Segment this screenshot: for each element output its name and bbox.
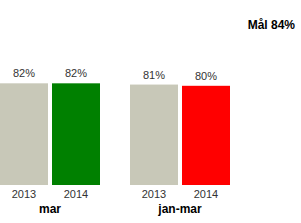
- data-label: 81%: [143, 69, 165, 81]
- chart-container: 82%201382%201481%201380%2014marjan-marMå…: [0, 0, 301, 223]
- bar: [182, 86, 230, 185]
- tick-label: 2014: [194, 188, 218, 200]
- bar: [130, 85, 178, 185]
- bar: [0, 83, 48, 185]
- group-label: mar: [39, 202, 61, 216]
- tick-label: 2013: [12, 188, 36, 200]
- bar: [52, 83, 100, 185]
- tick-label: 2013: [142, 188, 166, 200]
- data-label: 82%: [13, 67, 35, 79]
- annotation: Mål 84%: [248, 18, 296, 32]
- bars: [0, 83, 230, 185]
- data-label: 80%: [195, 70, 217, 82]
- group-label: jan-mar: [157, 202, 202, 216]
- chart-svg: 82%201382%201481%201380%2014marjan-marMå…: [0, 0, 301, 223]
- tick-label: 2014: [64, 188, 88, 200]
- data-label: 82%: [65, 67, 87, 79]
